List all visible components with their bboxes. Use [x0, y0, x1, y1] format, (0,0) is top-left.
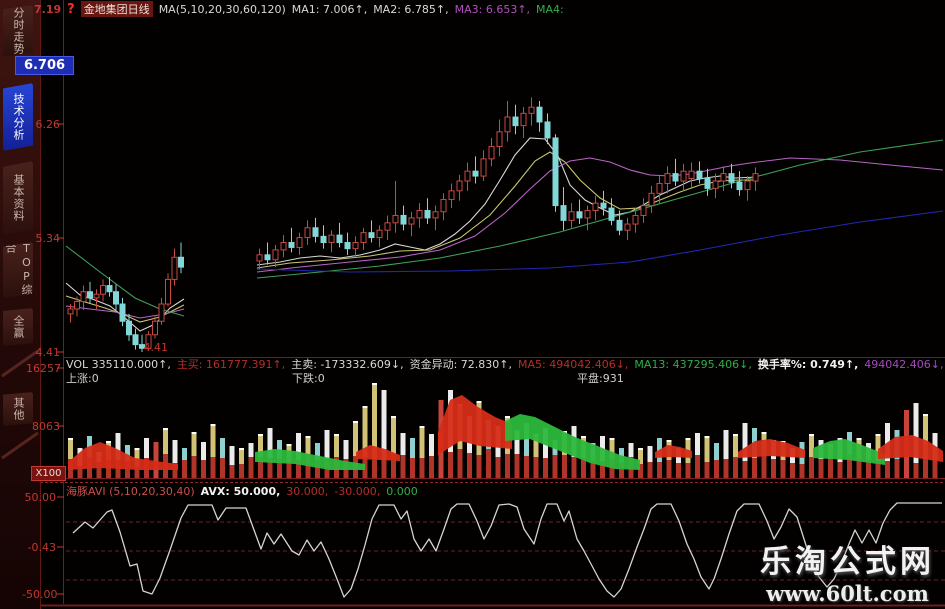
volume-readout-segment: VOL 335110.000↑,	[66, 358, 171, 370]
volume-readout-segment: 资金异动: 72.830↑,	[409, 358, 512, 370]
ma-line-ma1	[256, 137, 759, 266]
avi-readout-segment: AVX: 50.000,	[200, 485, 281, 497]
volume-axis-label: 8063	[32, 420, 60, 433]
header-segment: MA3: 6.653↑,	[454, 3, 531, 16]
volume-axis-label: 16257	[26, 362, 61, 375]
indicator-readout-row: 金地集团日线 MA(5,10,20,30,60,120) MA1: 7.006↑, M…	[80, 1, 570, 17]
candlestick-layer	[67, 97, 759, 352]
avi-indicator-header: 海豚AVI (5,10,20,30,40) AVX: 50.000, 30.000,…	[66, 483, 944, 497]
ma-lines-layer	[65, 137, 944, 332]
avi-axis-label: -0.43	[27, 541, 56, 554]
volume-readout-segment: 494042.406↓,	[864, 358, 944, 370]
price-axis-label: 5.34	[35, 232, 61, 245]
avi-axis-label: -50.00	[22, 588, 58, 601]
volume-readout-segment: 主买: 161777.391↑,	[176, 358, 286, 370]
ma-line-ma3	[256, 157, 944, 273]
sidebar-tab-4[interactable]: TOP综合	[3, 242, 33, 298]
avi-signal-line	[72, 502, 942, 598]
sidebar-divider	[1, 431, 39, 460]
sidebar-tab-1[interactable]: 分时走势	[3, 5, 33, 57]
ma-line-ma4-left	[65, 245, 185, 317]
avi-axis-label: 50.00	[24, 491, 57, 504]
funds-flow-ribbon	[68, 395, 943, 470]
ma-line-ma5-120	[256, 210, 944, 273]
volume-readout-segment: 换手率%: 0.749↑,	[757, 358, 859, 370]
volume-readout-segment: MA5: 494042.406↓,	[518, 358, 629, 370]
ma-line-ma3-left	[65, 305, 185, 319]
sidebar-tab-6[interactable]: 其他	[3, 392, 33, 426]
sidebar-tab-2[interactable]: 技术分析	[3, 83, 33, 151]
volume-readout-segment: 主卖: -173332.609↓,	[291, 358, 404, 370]
avi-readout-segment: 0.000	[386, 485, 418, 497]
header-segment: MA1: 7.006↑,	[291, 3, 368, 16]
watermark-site-name: 乐淘公式网	[760, 544, 935, 580]
sidebar-tab-3[interactable]: 基本资料	[3, 161, 33, 235]
header-segment: MA(5,10,20,30,60,120)	[158, 3, 286, 16]
watermark-url: www.60lt.com	[766, 581, 929, 606]
price-axis-label: 4.41	[35, 346, 61, 359]
price-axis-top-label: 7.19	[34, 2, 62, 16]
unchanged-label: 平盘:931	[577, 372, 624, 385]
low-price-marker: 4.41	[143, 341, 169, 354]
avi-readout-segment: 海豚AVI (5,10,20,30,40)	[66, 485, 195, 497]
volume-header: VOL 335110.000↑, 主买: 161777.391↑, 主卖: -173…	[66, 356, 944, 370]
avi-readout-segment: 30.000,	[286, 485, 329, 497]
help-icon[interactable]: ?	[67, 1, 75, 17]
current-price-box: 6.706	[15, 56, 74, 75]
header-segment: MA4:	[536, 3, 564, 16]
avi-line-layer	[66, 502, 945, 598]
header-segment: MA2: 6.785↑,	[373, 3, 449, 16]
chart-header: 7.19 ? 金地集团日线 MA(5,10,20,30,60,120) MA1: 7…	[34, 1, 570, 17]
price-axis-label: 6.26	[35, 118, 61, 131]
sidebar-tab-5[interactable]: 全赢	[3, 308, 33, 346]
advancers-label: 上涨:0	[66, 372, 99, 385]
sidebar-tabs: 分时走势技术分析基本资料 TOP综合全赢其他	[0, 0, 41, 609]
volume-unit-label: X100	[31, 466, 66, 481]
volume-readout-segment: MA13: 437295.406↓,	[634, 358, 752, 370]
avi-readout-segment: -30.000,	[334, 485, 381, 497]
watermark: 乐淘公式网 www.60lt.com	[760, 536, 935, 606]
ma-line-ma4	[256, 139, 944, 279]
decliners-label: 下跌:0	[292, 372, 325, 385]
header-segment: 金地集团日线	[80, 1, 153, 17]
market-breadth-row: 上涨:0 下跌:0 平盘:931	[0, 370, 945, 385]
